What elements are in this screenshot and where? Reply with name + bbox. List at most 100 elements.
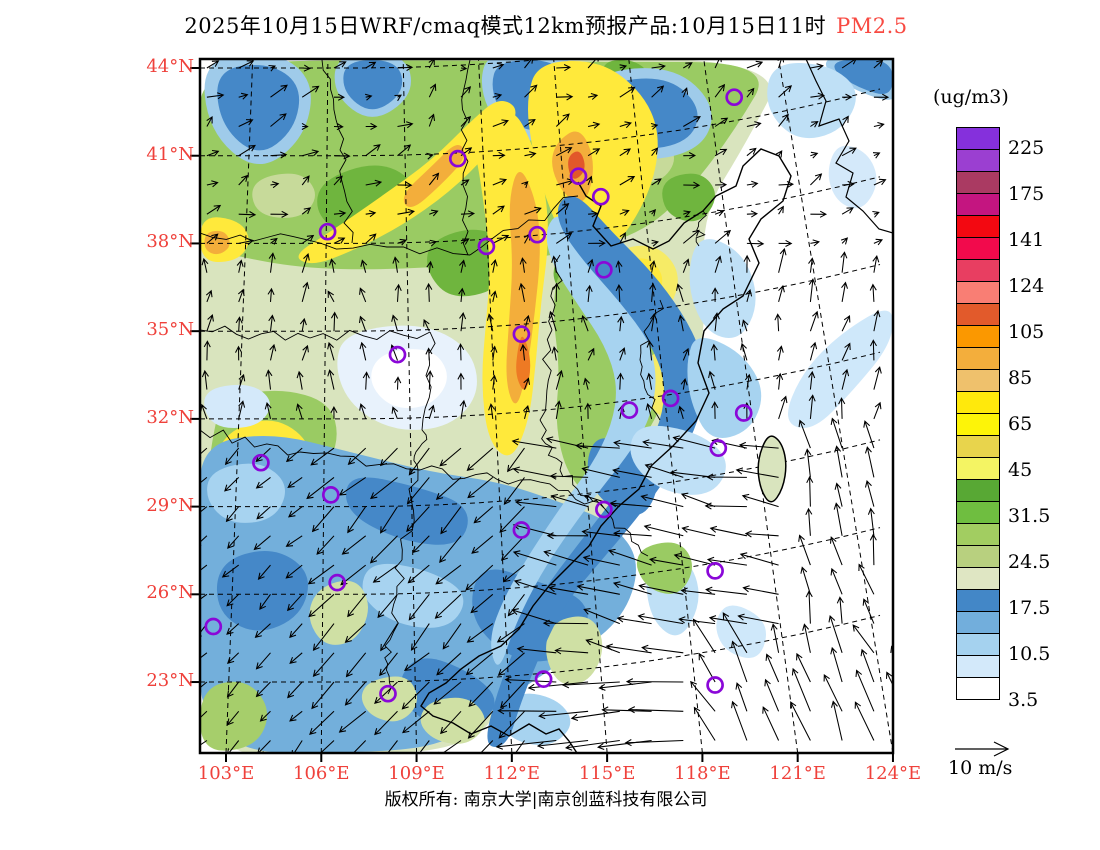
wind-arrow bbox=[238, 60, 255, 69]
wind-arrow bbox=[693, 706, 716, 741]
x-axis-tick-label: 115°E bbox=[578, 763, 636, 784]
wind-arrow bbox=[841, 281, 848, 302]
wind-arrow bbox=[619, 209, 630, 216]
wind-arrow bbox=[495, 739, 557, 750]
wind-arrow bbox=[617, 315, 625, 332]
wind-arrow bbox=[678, 616, 716, 625]
wind-arrow bbox=[459, 399, 467, 419]
wind-arrow bbox=[546, 532, 589, 540]
wind-arrow bbox=[873, 93, 890, 101]
wind-arrow bbox=[556, 232, 573, 244]
wind-arrow bbox=[301, 344, 309, 361]
province-border bbox=[200, 232, 321, 244]
wind-arrow bbox=[605, 643, 652, 654]
wind-arrow bbox=[235, 345, 243, 361]
province-border bbox=[309, 329, 431, 341]
y-axis-tick-label: 32°N bbox=[146, 406, 194, 428]
wind-arrow bbox=[492, 62, 505, 70]
wind-arrow bbox=[682, 347, 690, 361]
wind-arrow bbox=[310, 447, 335, 466]
wind-arrow bbox=[651, 147, 659, 157]
region-blob bbox=[834, 59, 893, 95]
wind-arrow bbox=[316, 535, 335, 555]
wind-arrow bbox=[680, 492, 716, 508]
wind-arrow bbox=[344, 623, 367, 643]
wind-arrow bbox=[776, 372, 784, 390]
wind-arrow bbox=[206, 180, 219, 188]
wind-arrow bbox=[554, 647, 589, 655]
wind-arrow bbox=[403, 652, 430, 672]
wind-arrow bbox=[556, 147, 573, 157]
wind-arrow bbox=[435, 477, 462, 500]
wind-arrow bbox=[200, 652, 208, 659]
wind-arrow bbox=[550, 493, 589, 508]
wind-arrow bbox=[810, 173, 823, 186]
y-axis-tick-label: 26°N bbox=[146, 582, 194, 604]
wind-arrow bbox=[397, 121, 414, 129]
wind-arrow bbox=[374, 681, 398, 704]
wind-arrow bbox=[227, 535, 240, 549]
wind-arrow bbox=[457, 372, 465, 390]
wind-arrow bbox=[587, 121, 601, 129]
wind-arrow bbox=[492, 119, 509, 127]
wind-arrow bbox=[504, 676, 557, 684]
wind-arrow bbox=[742, 585, 779, 595]
colorbar-tick-label: 141 bbox=[1008, 229, 1045, 251]
wind-arrow bbox=[904, 208, 909, 215]
wind-arrow bbox=[288, 506, 303, 518]
wind-arrow bbox=[270, 181, 280, 189]
province-border bbox=[695, 210, 707, 247]
wind-arrow bbox=[438, 740, 462, 753]
wind-arrow bbox=[737, 613, 779, 625]
wind-arrow bbox=[619, 232, 626, 244]
wind-arrow bbox=[524, 206, 542, 215]
wind-arrow bbox=[741, 493, 779, 508]
wind-arrow bbox=[203, 340, 211, 361]
colorbar-tick-label: 105 bbox=[1008, 321, 1045, 343]
wind-arrow bbox=[512, 550, 557, 566]
wind-arrow bbox=[425, 282, 433, 302]
colorbar-cell bbox=[956, 193, 1000, 216]
wind-arrow bbox=[259, 710, 271, 722]
wind-arrow bbox=[644, 463, 684, 478]
wind-arrow bbox=[402, 710, 430, 734]
wind-arrow bbox=[418, 740, 430, 753]
wind-arrow bbox=[428, 83, 437, 98]
province-border bbox=[421, 331, 436, 431]
wind-arrow bbox=[624, 739, 684, 747]
wind-arrow bbox=[426, 260, 434, 273]
wind-arrow bbox=[365, 61, 377, 69]
wind-arrow bbox=[806, 475, 814, 507]
wind-arrow bbox=[708, 615, 747, 625]
wind-arrow bbox=[873, 121, 885, 129]
region-blob bbox=[361, 676, 417, 722]
wind-arrow bbox=[225, 506, 240, 523]
wind-arrow bbox=[370, 476, 398, 500]
region-blob bbox=[200, 681, 268, 751]
wind-arrow bbox=[542, 619, 589, 627]
wind-arrow bbox=[746, 180, 759, 188]
colorbar-cell bbox=[956, 413, 1000, 436]
wind-arrow bbox=[236, 259, 244, 273]
wind-arrow bbox=[428, 172, 440, 186]
wind-arrow bbox=[649, 209, 657, 217]
wind-arrow bbox=[869, 283, 877, 302]
wind-arrow bbox=[638, 583, 684, 595]
wind-arrow bbox=[503, 477, 525, 505]
x-axis-tick-label: 109°E bbox=[388, 763, 445, 784]
wind-arrow bbox=[206, 116, 213, 127]
wind-arrow bbox=[507, 593, 525, 617]
wind-arrow bbox=[906, 123, 922, 129]
region-blob bbox=[309, 580, 368, 645]
wind-arrow bbox=[306, 476, 335, 500]
wind-arrow bbox=[426, 370, 434, 390]
wind-arrow bbox=[906, 256, 912, 273]
wind-arrow bbox=[457, 343, 465, 361]
wind-arrow bbox=[616, 615, 652, 625]
colorbar-cell bbox=[956, 677, 1000, 700]
wind-arrow bbox=[221, 564, 240, 578]
wind-arrow bbox=[302, 149, 320, 157]
province-border bbox=[419, 465, 521, 485]
wind-arrow bbox=[362, 371, 370, 390]
wind-arrow bbox=[460, 179, 470, 186]
